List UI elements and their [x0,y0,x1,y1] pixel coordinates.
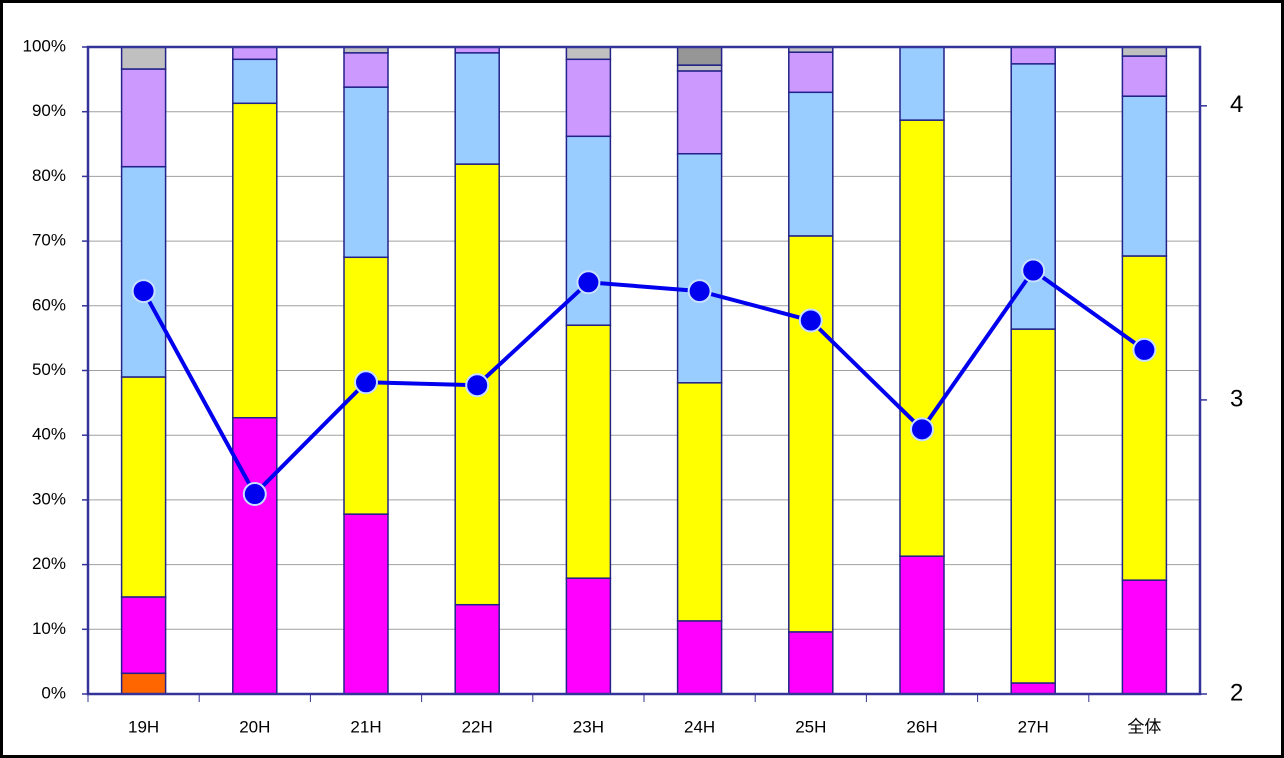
bar-segment [120,165,167,378]
bar-segment [120,46,167,70]
line [141,267,1146,498]
x-tick-label: 全体 [1127,717,1161,736]
line-marker [1021,258,1046,283]
bar-segment [899,555,945,695]
y2-tick-label: 4 [1230,91,1243,118]
bar-segment [343,86,389,259]
x-tick-label: 19H [128,717,159,736]
bar-segment [454,52,500,165]
y-tick-label: 60% [32,295,66,314]
line-marker [910,417,934,442]
x-tick-label: 23H [573,717,604,736]
y2-tick-label: 2 [1230,679,1243,706]
bar-segment [1010,46,1056,65]
y-tick-label: 40% [32,425,66,444]
line-marker [576,270,601,295]
line-marker [354,370,378,395]
bar-segment [899,119,945,557]
bar-segment [1121,255,1168,581]
line-marker [1132,337,1157,362]
bar-segment [676,64,723,72]
y-tick-label: 10% [32,619,66,638]
line-marker [798,308,823,333]
bar-segment [1121,579,1168,695]
y-tick-label: 50% [32,360,66,379]
bar-segment [120,596,167,675]
y-tick-label: 90% [32,101,66,120]
x-tick-label: 20H [239,717,270,736]
y-tick-label: 70% [32,231,66,250]
bar-segment [565,577,612,695]
bar-segment [899,46,945,121]
bar-segment [676,46,723,66]
x-tick-label: 26H [906,717,937,736]
line-marker [242,482,267,507]
bar-segment [676,70,723,155]
bar-segment [676,382,723,622]
bar-segment [1121,55,1168,97]
bar-segment [788,51,834,94]
y2-tick-label: 3 [1230,385,1243,412]
bar-segment [120,376,167,598]
bar-segment [1010,682,1056,695]
y-tick-label: 20% [32,554,66,573]
bar-segment [676,620,723,695]
line-marker [465,373,490,398]
x-tick-label: 24H [684,717,715,736]
bar-segment [232,46,278,61]
bar-segment [232,102,278,419]
bar-segment [565,324,612,579]
bar-segment [1121,95,1168,257]
plot-border [86,45,1202,696]
line-marker [687,279,712,304]
bar-segment [343,52,389,88]
bar-segment [565,58,612,138]
y-tick-label: 80% [32,166,66,185]
y-tick-label: 0% [41,683,66,702]
x-tick-label: 21H [350,717,381,736]
x-tick-label: 25H [795,717,826,736]
bar-segment [120,672,167,695]
x-tick-label: 27H [1018,717,1049,736]
y-tick-label: 100% [23,36,66,55]
line-marker [131,279,156,304]
y-tick-label: 30% [32,489,66,508]
bar-segment [788,91,834,237]
bar-segment [1121,46,1168,57]
bar-segment [120,68,167,168]
bar-segment [343,513,389,695]
x-tick-label: 22H [462,717,493,736]
bar-segment [565,46,612,61]
bar-segment [788,631,834,695]
bar-segment [676,153,723,384]
bar-segment [454,603,500,695]
bar-segment [232,416,278,695]
bar-segment [232,58,278,105]
bar-segment [1010,328,1056,684]
bar-segment [788,235,834,633]
